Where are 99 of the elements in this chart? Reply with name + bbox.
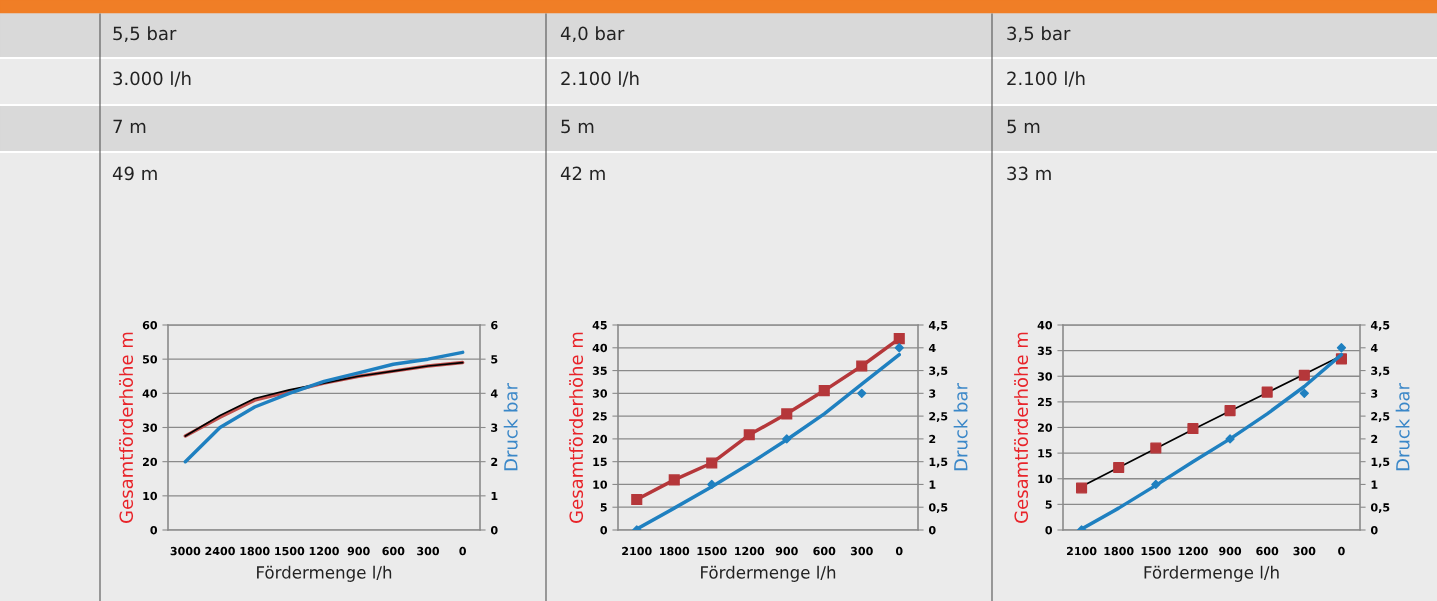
x-axis-title: Fördermenge l/h <box>701 565 836 582</box>
text: 4,0 bar <box>560 26 625 43</box>
text: 2.100 l/h <box>1007 71 1085 87</box>
y-tick-label: 25 <box>593 412 607 421</box>
x-tick-label: 0 <box>1338 546 1345 556</box>
y2-tick-label: 4 <box>928 343 936 352</box>
x-tick-label: 1200 <box>735 546 765 556</box>
y2-tick-label: 2,5 <box>1371 412 1390 422</box>
text: 42 m <box>560 166 605 180</box>
x-tick-label: 2100 <box>1066 546 1097 556</box>
text: 3.000 l/h <box>113 71 191 87</box>
y-tick-label: 20 <box>143 457 158 467</box>
x-tick-label: 2100 <box>622 546 652 556</box>
y-tick-label: 35 <box>592 366 607 375</box>
x-tick-label: 1200 <box>309 546 339 556</box>
text: 33 m <box>1007 166 1051 181</box>
y2-tick-label: 3 <box>1371 389 1378 398</box>
x-tick-label: 1800 <box>660 546 690 556</box>
y-tick-label: 5 <box>600 503 607 512</box>
y-tick-label: 20 <box>593 434 608 444</box>
y2-tick-label: 4 <box>1370 343 1378 352</box>
text: 5 m <box>1007 119 1040 134</box>
y2-tick-label: 5 <box>491 355 498 364</box>
y2-tick-label: 2 <box>929 434 936 444</box>
x-tick-label: 3000 <box>170 546 201 556</box>
y-tick-label: 60 <box>142 320 158 330</box>
y-tick-label: 35 <box>1037 346 1052 355</box>
y2-tick-label: 2 <box>1371 434 1378 444</box>
y-tick-label: 40 <box>142 389 158 398</box>
y2-tick-label: 2 <box>491 457 498 466</box>
x-tick-label: 300 <box>417 546 440 556</box>
y2-tick-label: 1 <box>929 480 936 489</box>
y2-axis-title: Druck bar <box>1395 383 1410 471</box>
x-tick-label: 1800 <box>240 546 270 556</box>
y-tick-label: 10 <box>593 480 608 489</box>
y-tick-label: 40 <box>1037 320 1053 330</box>
y2-tick-label: 0 <box>928 525 936 535</box>
y-tick-label: 25 <box>1038 397 1052 407</box>
y-tick-label: 20 <box>1038 423 1053 432</box>
y2-tick-label: 3 <box>491 423 498 432</box>
y2-tick-label: 4 <box>490 389 498 398</box>
y-tick-label: 30 <box>592 389 608 398</box>
x-tick-label: 300 <box>1293 546 1316 556</box>
y2-axis-title: Druck bar <box>953 383 968 471</box>
x-tick-label: 900 <box>347 546 370 556</box>
y-tick-label: 40 <box>592 343 608 353</box>
y-tick-label: 5 <box>1045 500 1052 509</box>
y2-tick-label: 0 <box>1370 525 1378 535</box>
y-tick-label: 0 <box>600 525 608 535</box>
x-tick-label: 900 <box>1219 546 1242 556</box>
y2-tick-label: 3 <box>929 389 936 398</box>
y-tick-label: 30 <box>1037 372 1053 381</box>
y-tick-label: 15 <box>593 457 607 467</box>
text: 2.100 l/h <box>561 71 639 87</box>
y2-tick-label: 6 <box>491 320 498 330</box>
x-tick-label: 1500 <box>275 546 305 556</box>
y-tick-label: 10 <box>143 491 158 501</box>
x-tick-label: 1200 <box>1178 546 1208 556</box>
y2-tick-label: 1 <box>1371 480 1378 489</box>
x-axis-title: Fördermenge l/h <box>257 565 392 582</box>
x-tick-label: 1500 <box>1141 546 1171 556</box>
y2-tick-label: 0,5 <box>1370 503 1390 514</box>
y2-tick-label: 0 <box>490 525 498 535</box>
y2-tick-label: 1,5 <box>1371 457 1390 468</box>
y2-tick-label: 4,5 <box>1370 321 1390 331</box>
x-axis-title: Fördermenge l/h <box>1144 565 1279 582</box>
text: 49 m <box>112 166 157 181</box>
x-tick-label: 1800 <box>1104 546 1134 556</box>
text: 7 m <box>113 119 146 133</box>
x-tick-label: 600 <box>382 546 405 556</box>
y2-tick-label: 3,5 <box>929 366 948 377</box>
x-tick-label: 0 <box>895 546 903 556</box>
y-tick-label: 0 <box>150 525 158 535</box>
x-tick-label: 300 <box>850 546 873 556</box>
y-tick-label: 10 <box>1038 474 1053 484</box>
y2-axis-title: Druck bar <box>503 383 518 471</box>
y-tick-label: 45 <box>592 321 607 330</box>
y-axis-title: Gesamtförderhöhe m <box>1014 332 1029 523</box>
text: 5 m <box>561 119 594 134</box>
x-tick-label: 2400 <box>205 546 235 556</box>
y-tick-label: 30 <box>142 423 158 432</box>
text: 5,5 bar <box>113 26 177 43</box>
text: 3,5 bar <box>1007 26 1071 43</box>
y-tick-label: 15 <box>1038 449 1052 458</box>
y-tick-label: 50 <box>142 355 158 364</box>
x-tick-label: 0 <box>459 546 466 556</box>
y-tick-label: 0 <box>1045 525 1053 535</box>
y-axis-title: Gesamtförderhöhe m <box>569 332 584 523</box>
y2-tick-label: 2,5 <box>929 412 948 422</box>
y2-tick-label: 1 <box>491 491 498 501</box>
x-tick-label: 1500 <box>697 546 727 556</box>
y2-tick-label: 3,5 <box>1371 366 1390 377</box>
y2-tick-label: 1,5 <box>929 457 948 468</box>
y2-tick-label: 4,5 <box>928 321 948 331</box>
x-tick-label: 900 <box>775 546 798 556</box>
x-tick-label: 600 <box>813 546 836 556</box>
y-axis-title: Gesamtförderhöhe m <box>119 332 134 523</box>
y2-tick-label: 0,5 <box>928 503 948 514</box>
x-tick-label: 600 <box>1256 546 1279 556</box>
